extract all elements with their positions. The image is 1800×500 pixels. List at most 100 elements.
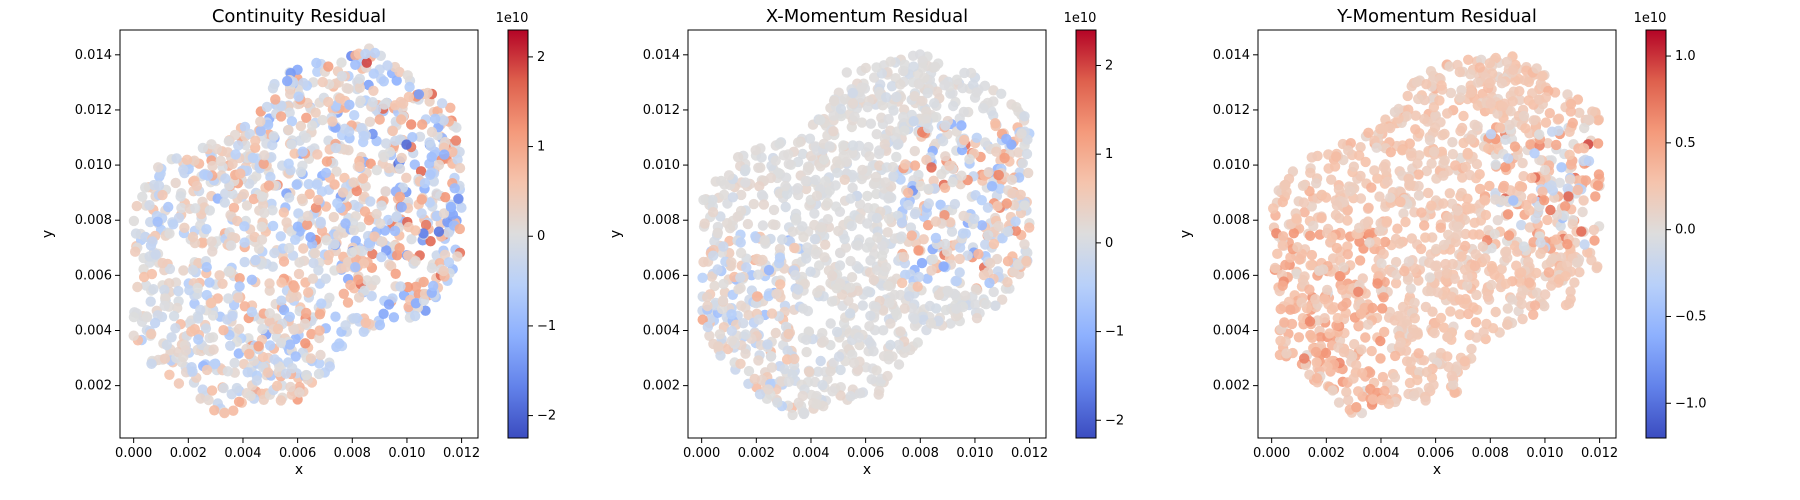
scatter-point xyxy=(946,226,958,237)
scatter-point xyxy=(378,308,389,319)
scatter-point xyxy=(712,227,723,239)
scatter-point xyxy=(1463,54,1474,65)
scatter-point xyxy=(1318,264,1329,275)
scatter-point xyxy=(1002,256,1014,267)
scatter-point xyxy=(960,290,971,301)
scatter-point xyxy=(1500,134,1511,145)
scatter-point xyxy=(1592,180,1604,191)
scatter-point xyxy=(986,181,998,192)
scatter-point xyxy=(1441,268,1453,279)
scatter-point xyxy=(340,320,351,331)
scatter-point xyxy=(179,222,190,233)
scatter-point xyxy=(1503,153,1514,164)
scatter-point xyxy=(1019,239,1030,250)
scatter-point xyxy=(1402,90,1413,102)
scatter-point xyxy=(861,242,873,253)
scatter-point xyxy=(802,305,814,317)
scatter-point xyxy=(313,368,325,380)
scatter-point xyxy=(391,211,402,222)
scatter-point xyxy=(128,311,140,323)
scatter-point xyxy=(1367,302,1378,314)
scatter-point xyxy=(285,292,296,303)
y-tick-label: 0.014 xyxy=(643,48,680,63)
scatter-point xyxy=(1444,61,1455,72)
scatter-point xyxy=(912,281,923,292)
scatter-point xyxy=(870,171,882,183)
scatter-point xyxy=(1560,271,1571,282)
scatter-point xyxy=(294,257,305,268)
scatter-point xyxy=(369,47,381,59)
scatter-point xyxy=(311,179,322,190)
scatter-point xyxy=(1452,229,1463,240)
scatter-point xyxy=(895,289,906,301)
scatter-point xyxy=(822,214,834,225)
scatter-point xyxy=(1415,243,1427,255)
scatter-point xyxy=(956,120,967,131)
scatter-point xyxy=(359,206,371,217)
scatter-point xyxy=(1428,146,1440,157)
scatter-point xyxy=(323,96,334,108)
scatter-point xyxy=(153,162,164,173)
scatter-point xyxy=(1542,214,1553,226)
scatter-point xyxy=(380,138,392,149)
scatter-point xyxy=(1459,356,1470,367)
scatter-point xyxy=(917,95,928,107)
scatter-point xyxy=(1353,286,1364,297)
scatter-point xyxy=(1506,294,1517,305)
scatter-point xyxy=(881,92,892,103)
scatter-point xyxy=(1019,200,1030,211)
scatter-point xyxy=(323,61,334,72)
scatter-point xyxy=(847,87,858,99)
scatter-point xyxy=(1556,162,1567,173)
scatter-point xyxy=(903,199,914,211)
scatter-point xyxy=(1565,159,1577,170)
scatter-point xyxy=(1445,306,1456,317)
scatter-point xyxy=(227,158,238,170)
scatter-point xyxy=(846,220,857,232)
scatter-point xyxy=(811,190,823,202)
scatter-point xyxy=(1574,267,1585,278)
scatter-point xyxy=(822,197,833,209)
scatter-point xyxy=(310,107,321,118)
scatter-point xyxy=(1272,248,1283,259)
scatter-point xyxy=(1395,196,1406,208)
scatter-point xyxy=(835,390,846,401)
scatter-point xyxy=(714,329,726,340)
scatter-point xyxy=(1412,374,1423,386)
scatter-point xyxy=(261,101,273,113)
scatter-point xyxy=(1280,259,1291,271)
scatter-point xyxy=(431,188,442,199)
scatter-point xyxy=(954,253,965,265)
colorbar-tick-label: 0 xyxy=(537,229,545,244)
scatter-point xyxy=(997,294,1008,305)
scatter-point xyxy=(1478,326,1489,338)
scatter-point xyxy=(802,242,813,253)
scatter-point xyxy=(1376,258,1387,269)
scatter-point xyxy=(1294,254,1305,265)
scatter-point xyxy=(1444,188,1456,199)
scatter-point xyxy=(845,193,856,204)
scatter-point xyxy=(1481,318,1492,330)
scatter-point xyxy=(841,67,852,78)
scatter-point xyxy=(283,192,295,203)
scatter-point xyxy=(1460,161,1472,173)
scatter-point xyxy=(1382,176,1393,187)
scatter-point xyxy=(880,177,891,188)
scatter-point xyxy=(219,407,230,419)
scatter-point xyxy=(376,251,387,263)
scatter-point xyxy=(1486,279,1497,291)
scatter-point xyxy=(1442,212,1453,223)
scatter-point xyxy=(1438,322,1450,333)
scatter-point xyxy=(1411,76,1423,88)
scatter-point xyxy=(1471,289,1482,301)
scatter-point xyxy=(917,62,928,73)
scatter-point xyxy=(364,116,376,128)
scatter-point xyxy=(1465,87,1477,98)
scatter-point xyxy=(1582,247,1593,258)
scatter-point xyxy=(332,198,343,209)
scatter-point xyxy=(202,170,213,181)
scatter-point xyxy=(217,278,228,289)
scatter-point xyxy=(740,177,751,188)
scatter-point xyxy=(401,139,412,150)
y-tick-label: 0.006 xyxy=(1213,268,1250,283)
